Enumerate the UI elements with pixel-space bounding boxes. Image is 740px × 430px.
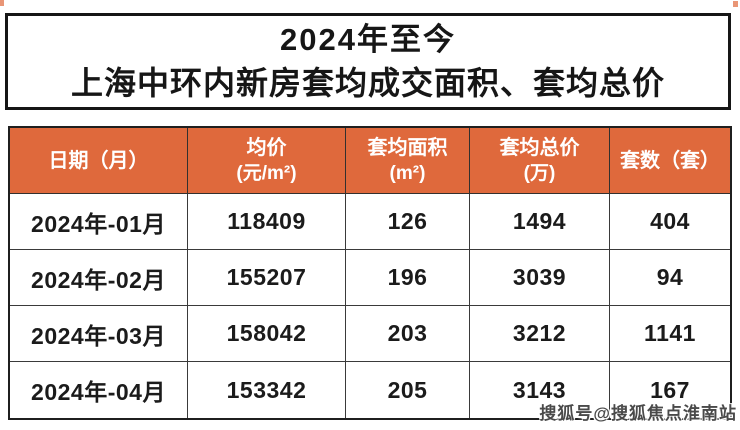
table-cell-date: 2024年-03月 [10, 306, 188, 362]
col-header-unit: (万) [523, 162, 556, 184]
col-header-unit: (m²) [389, 162, 426, 184]
table-cell-avg-price: 158042 [188, 306, 346, 362]
table-cell-units: 404 [610, 194, 730, 250]
table-cell-avg-total: 3143 [470, 362, 610, 418]
col-header-label: 套均总价 [499, 136, 580, 159]
col-header-label: 均价 [246, 136, 287, 159]
table-cell-date: 2024年-01月 [10, 194, 188, 250]
col-header-unit: (元/m²) [236, 162, 297, 184]
col-header-avg-area: 套均面积 (m²) [346, 128, 470, 194]
table-cell-units: 94 [610, 250, 730, 306]
crop-artifact-top-right [733, 1, 738, 7]
table-cell-avg-total: 3212 [470, 306, 610, 362]
col-header-date: 日期（月） [10, 128, 188, 194]
table-cell-date: 2024年-02月 [10, 250, 188, 306]
table-cell-avg-area: 196 [346, 250, 470, 306]
table-cell-avg-total: 3039 [470, 250, 610, 306]
table-cell-avg-total: 1494 [470, 194, 610, 250]
page-title-line2: 上海中环内新房套均成交面积、套均总价 [70, 64, 665, 101]
col-header-avg-total: 套均总价 (万) [470, 128, 610, 194]
table-cell-units: 1141 [610, 306, 730, 362]
table-cell-avg-area: 205 [346, 362, 470, 418]
page-title-line1: 2024年至今 [280, 21, 456, 57]
watermark-souhu: 搜狐号@搜狐焦点淮南站 [539, 404, 737, 423]
table-cell-units: 167 [650, 376, 690, 403]
col-header-label: 日期（月） [48, 149, 149, 172]
crop-artifact-top-left [0, 0, 4, 6]
table-cell-avg-price: 153342 [188, 362, 346, 418]
table-cell-avg-price: 118409 [188, 194, 346, 250]
table-cell-avg-price: 155207 [188, 250, 346, 306]
title-box: 2024年至今 上海中环内新房套均成交面积、套均总价 [5, 13, 731, 110]
table-cell-avg-area: 203 [346, 306, 470, 362]
col-header-label: 套数（套） [620, 149, 720, 172]
col-header-units: 套数（套） [610, 128, 730, 194]
table-cell-date: 2024年-04月 [10, 362, 188, 418]
table-cell-avg-area: 126 [346, 194, 470, 250]
col-header-avg-price: 均价 (元/m²) [188, 128, 346, 194]
data-table: 日期（月） 均价 (元/m²) 套均面积 (m²) 套均总价 (万) 套数（套）… [8, 126, 732, 420]
col-header-label: 套均面积 [367, 136, 448, 159]
